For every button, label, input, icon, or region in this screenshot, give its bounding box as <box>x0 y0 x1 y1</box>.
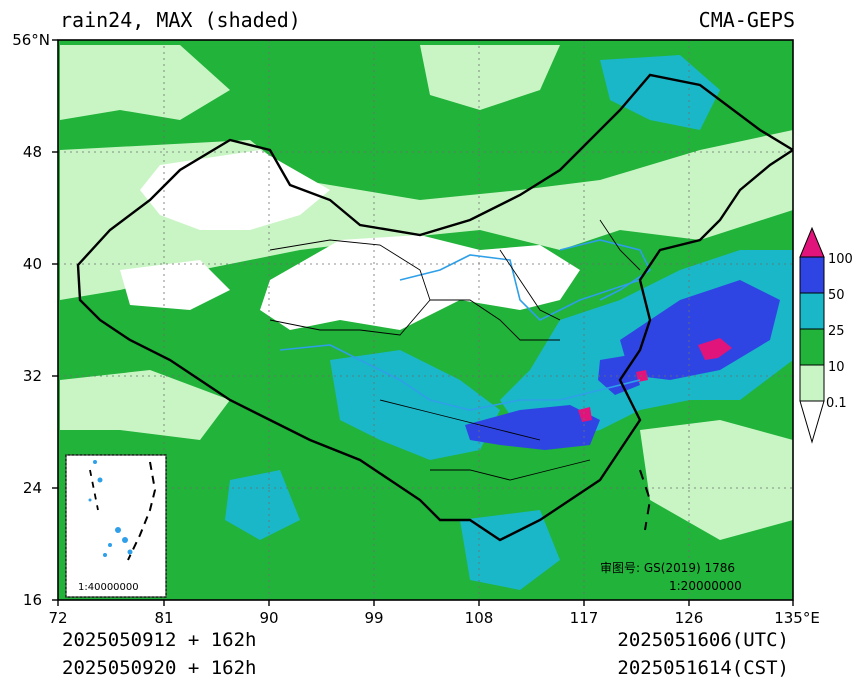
legend-swatch-light <box>799 328 825 366</box>
init-time-cst: 2025050920 + 162h <box>62 657 257 679</box>
x-tick-126: 126 <box>675 609 704 627</box>
province-borders <box>269 219 641 481</box>
legend-swatch-heavy <box>799 256 825 294</box>
legend-swatch-none <box>799 400 825 444</box>
light-rain-west <box>60 370 230 440</box>
init-time-utc: 2025050912 + 162h <box>62 629 257 651</box>
axis-ticks <box>52 39 794 606</box>
heavy-rain-yellow-sea <box>620 280 780 380</box>
legend-label-25: 25 <box>828 324 845 339</box>
moderate-rain-myanmar <box>225 470 300 540</box>
legend-swatch-moderate <box>799 292 825 330</box>
model-name: CMA-GEPS <box>698 8 795 32</box>
light-rain-sea <box>640 420 793 540</box>
heavy-rain-yangtze <box>465 405 600 450</box>
light-rain-mongolia <box>420 45 560 110</box>
extreme-rain-yangtze <box>578 407 592 422</box>
legend-swatch-drizzle <box>799 364 825 402</box>
valid-time-cst: 2025051614(CST) <box>617 657 789 679</box>
precip-shading <box>58 40 793 600</box>
plot-frame <box>57 39 794 601</box>
inset-islands <box>88 460 133 557</box>
x-tick-81: 81 <box>154 609 173 627</box>
legend-label-0.1: 0.1 <box>826 396 847 411</box>
legend-colorbar <box>799 226 825 444</box>
dry-west <box>120 260 230 310</box>
x-tick-99: 99 <box>364 609 383 627</box>
y-tick-24: 24 <box>23 479 42 497</box>
valid-time-utc: 2025051606(UTC) <box>617 629 789 651</box>
y-tick-32: 32 <box>23 367 42 385</box>
legend-swatch-extreme <box>799 226 825 258</box>
inset-frame <box>65 454 167 598</box>
x-tick-72: 72 <box>48 609 67 627</box>
gridlines <box>58 40 793 600</box>
legend-label-10: 10 <box>828 360 845 375</box>
light-rain-northwest <box>60 45 230 120</box>
china-border <box>76 73 793 542</box>
legend-label-50: 50 <box>828 288 845 303</box>
legend-label-100: 100 <box>828 252 853 267</box>
y-tick-16: 16 <box>23 591 42 609</box>
x-tick-135: 135°E <box>774 609 820 627</box>
extreme-rain-korea <box>698 338 732 360</box>
x-tick-90: 90 <box>259 609 278 627</box>
y-tick-56: 56°N <box>12 31 50 49</box>
review-number: 审图号: GS(2019) 1786 <box>600 560 735 575</box>
south-china-sea-inset <box>65 454 167 598</box>
moderate-rain-southwest <box>330 350 500 460</box>
y-tick-40: 40 <box>23 255 42 273</box>
x-tick-108: 108 <box>465 609 494 627</box>
main-scale: 1:20000000 <box>669 579 742 593</box>
rivers <box>279 239 652 411</box>
inset-scale: 1:40000000 <box>78 582 139 593</box>
y-tick-48: 48 <box>23 143 42 161</box>
chart-title: rain24, MAX (shaded) <box>60 8 301 32</box>
moderate-rain-northeast <box>600 55 720 130</box>
x-tick-117: 117 <box>570 609 599 627</box>
